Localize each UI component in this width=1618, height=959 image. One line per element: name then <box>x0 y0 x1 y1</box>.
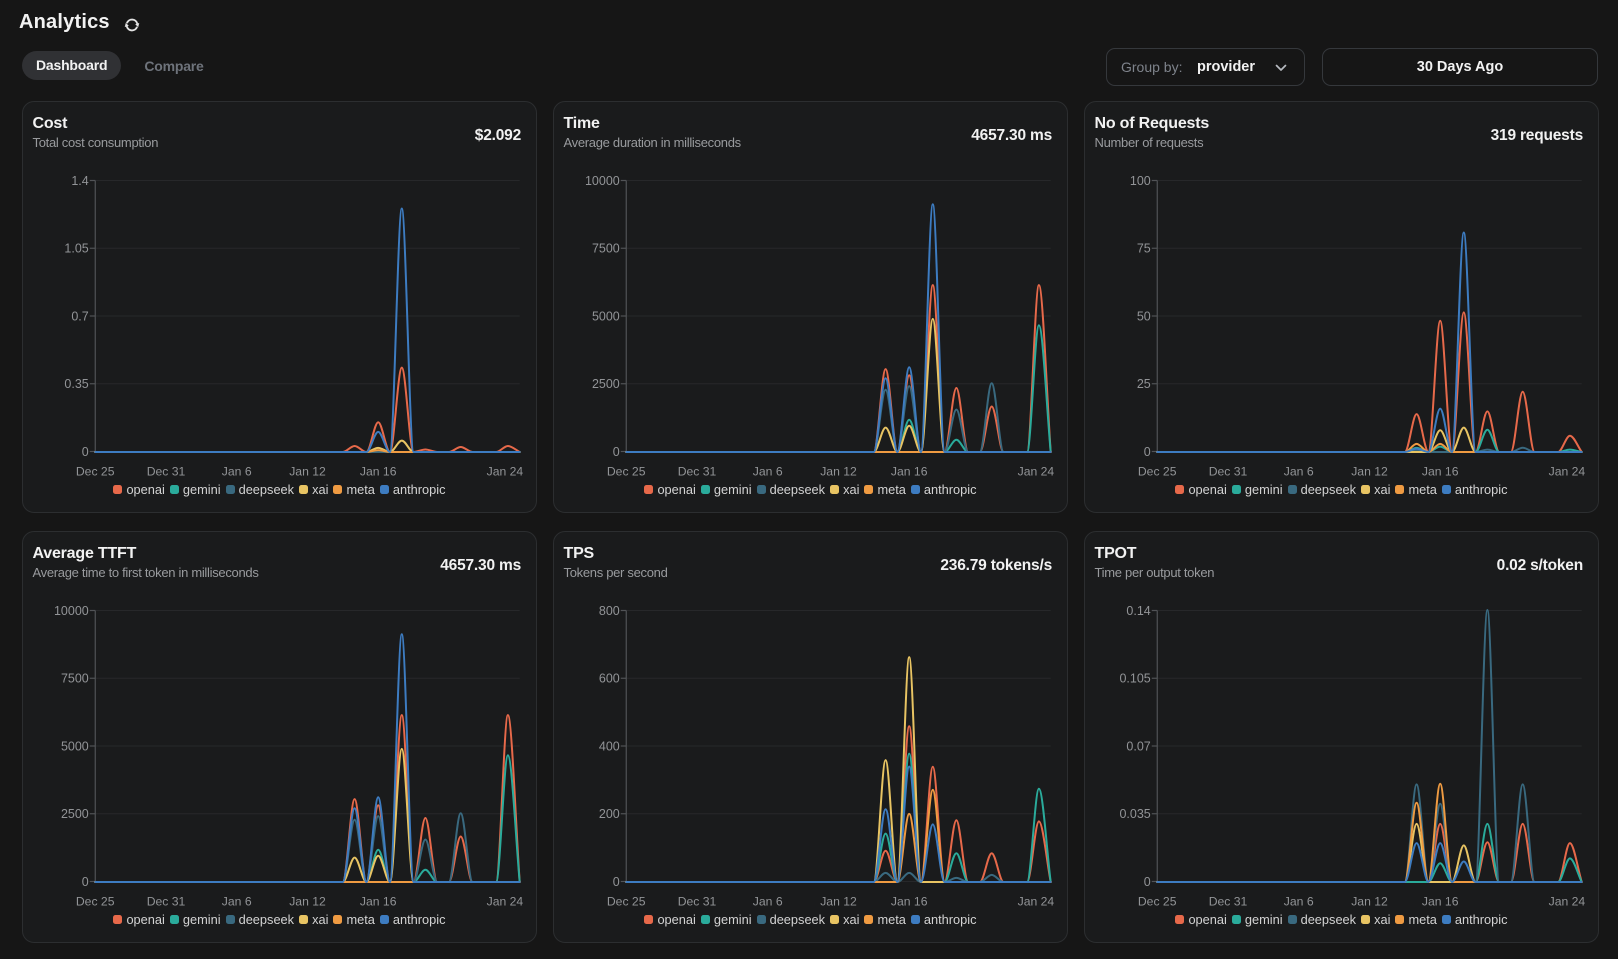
svg-text:2500: 2500 <box>592 377 620 391</box>
svg-text:Jan 12: Jan 12 <box>820 895 857 909</box>
svg-text:Jan 24: Jan 24 <box>487 895 524 909</box>
svg-text:Dec 25: Dec 25 <box>1138 895 1177 909</box>
svg-text:Jan 16: Jan 16 <box>1422 895 1459 909</box>
svg-text:50: 50 <box>1137 309 1151 323</box>
svg-text:400: 400 <box>599 739 620 753</box>
svg-text:Jan 24: Jan 24 <box>487 465 524 479</box>
svg-text:200: 200 <box>599 807 620 821</box>
svg-text:0.07: 0.07 <box>1126 739 1150 753</box>
svg-text:0.14: 0.14 <box>1126 604 1150 618</box>
svg-text:Jan 24: Jan 24 <box>1549 465 1586 479</box>
svg-text:Dec 31: Dec 31 <box>147 895 186 909</box>
svg-text:Jan 12: Jan 12 <box>1351 465 1388 479</box>
svg-text:Jan 12: Jan 12 <box>820 465 857 479</box>
svg-text:25: 25 <box>1137 377 1151 391</box>
svg-text:Jan 16: Jan 16 <box>1422 465 1459 479</box>
svg-text:Dec 31: Dec 31 <box>147 465 186 479</box>
svg-text:2500: 2500 <box>61 807 89 821</box>
svg-text:1.4: 1.4 <box>71 174 88 188</box>
svg-text:Jan 6: Jan 6 <box>753 465 783 479</box>
svg-text:Dec 25: Dec 25 <box>1138 465 1177 479</box>
svg-text:10000: 10000 <box>585 174 620 188</box>
svg-text:Dec 25: Dec 25 <box>607 465 646 479</box>
svg-text:0: 0 <box>613 875 620 889</box>
svg-text:Jan 12: Jan 12 <box>1351 895 1388 909</box>
svg-text:Jan 6: Jan 6 <box>222 895 252 909</box>
svg-text:Dec 25: Dec 25 <box>76 465 115 479</box>
svg-text:5000: 5000 <box>592 309 620 323</box>
svg-text:Jan 6: Jan 6 <box>1284 895 1314 909</box>
svg-text:0: 0 <box>1144 875 1151 889</box>
svg-text:75: 75 <box>1137 242 1151 256</box>
svg-text:0.35: 0.35 <box>64 377 88 391</box>
svg-text:800: 800 <box>599 604 620 618</box>
svg-text:Jan 12: Jan 12 <box>289 465 326 479</box>
svg-text:Dec 31: Dec 31 <box>1209 465 1248 479</box>
svg-text:Jan 6: Jan 6 <box>222 465 252 479</box>
svg-text:600: 600 <box>599 672 620 686</box>
svg-text:Jan 6: Jan 6 <box>1284 465 1314 479</box>
svg-text:Dec 31: Dec 31 <box>678 895 717 909</box>
svg-text:1.05: 1.05 <box>64 242 88 256</box>
svg-text:0.7: 0.7 <box>71 309 88 323</box>
svg-text:Jan 16: Jan 16 <box>891 465 928 479</box>
svg-text:0: 0 <box>82 875 89 889</box>
svg-text:100: 100 <box>1130 174 1151 188</box>
svg-text:Dec 31: Dec 31 <box>678 465 717 479</box>
svg-text:Jan 12: Jan 12 <box>289 895 326 909</box>
svg-text:Jan 16: Jan 16 <box>360 465 397 479</box>
svg-text:Jan 24: Jan 24 <box>1018 465 1055 479</box>
svg-text:Jan 24: Jan 24 <box>1549 895 1586 909</box>
svg-text:Dec 25: Dec 25 <box>76 895 115 909</box>
svg-text:5000: 5000 <box>61 739 89 753</box>
svg-text:0: 0 <box>613 445 620 459</box>
svg-text:Jan 16: Jan 16 <box>891 895 928 909</box>
svg-text:0: 0 <box>82 445 89 459</box>
svg-text:0.105: 0.105 <box>1119 672 1150 686</box>
svg-text:10000: 10000 <box>54 604 89 618</box>
svg-text:0.035: 0.035 <box>1119 807 1150 821</box>
svg-text:Dec 25: Dec 25 <box>607 895 646 909</box>
svg-text:0: 0 <box>1144 445 1151 459</box>
svg-text:7500: 7500 <box>592 242 620 256</box>
svg-text:Jan 24: Jan 24 <box>1018 895 1055 909</box>
svg-text:Jan 16: Jan 16 <box>360 895 397 909</box>
svg-text:Jan 6: Jan 6 <box>753 895 783 909</box>
svg-text:7500: 7500 <box>61 672 89 686</box>
svg-text:Dec 31: Dec 31 <box>1209 895 1248 909</box>
